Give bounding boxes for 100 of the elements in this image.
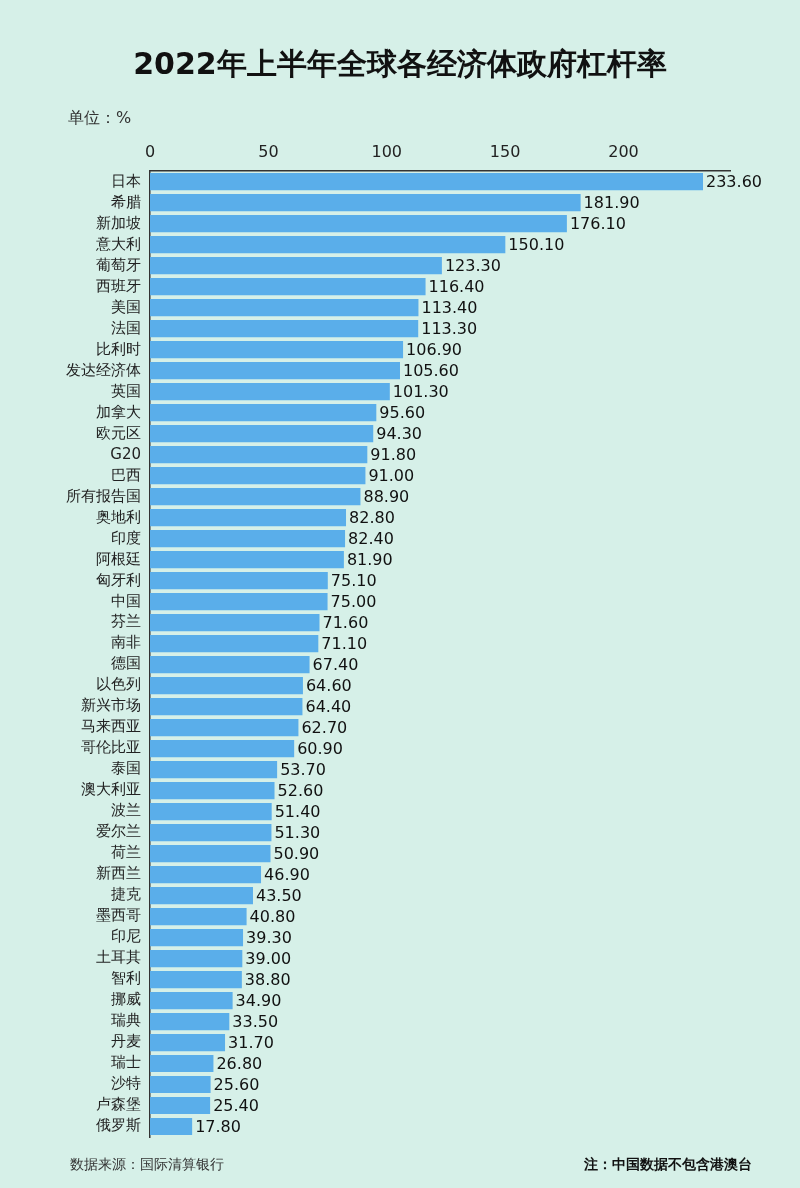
bar	[150, 509, 347, 527]
bar	[150, 655, 310, 674]
bar	[150, 697, 303, 716]
data-label: 113.40	[421, 297, 478, 317]
bar	[150, 760, 278, 779]
y-tick-label: 意大利	[95, 234, 141, 253]
data-label: 105.60	[402, 360, 459, 380]
data-label: 113.30	[421, 318, 478, 338]
y-tick-label: 新西兰	[96, 864, 141, 883]
bar	[150, 404, 377, 422]
data-label: 43.50	[255, 885, 302, 905]
bar	[150, 572, 328, 590]
bar	[150, 823, 272, 842]
data-label: 75.00	[330, 591, 377, 611]
y-tick-label: 挪威	[111, 990, 141, 1009]
x-tick-label: 100	[371, 141, 403, 161]
data-label: 82.80	[349, 507, 395, 527]
y-tick-label: 瑞士	[111, 1053, 141, 1072]
data-label: 26.80	[216, 1053, 263, 1073]
data-label: 40.80	[249, 906, 296, 926]
bar	[150, 1054, 214, 1073]
y-tick-label: 南非	[111, 633, 141, 652]
data-label: 51.30	[274, 822, 321, 842]
data-label: 62.70	[301, 717, 348, 737]
bar	[150, 802, 272, 821]
bar	[150, 341, 404, 359]
y-tick-label: 马来西亚	[81, 717, 141, 736]
y-tick-label: 沙特	[111, 1074, 141, 1093]
y-tick-label: 欧元区	[96, 423, 141, 442]
data-label: 31.70	[228, 1032, 274, 1052]
data-label: 116.40	[428, 276, 485, 296]
y-tick-label: 发达经济体	[66, 360, 141, 379]
chart-title: 2022年上半年全球各经济体政府杠杆率	[132, 45, 668, 83]
bar	[150, 194, 581, 212]
y-tick-label: 波兰	[111, 801, 141, 820]
data-label: 52.60	[277, 780, 324, 800]
bar	[150, 865, 262, 884]
bar	[150, 488, 361, 506]
bar	[150, 718, 299, 737]
y-tick-label: 巴西	[111, 465, 141, 484]
y-tick-label: 新兴市场	[81, 696, 141, 715]
data-label: 39.30	[246, 927, 292, 947]
bar	[150, 467, 366, 485]
y-tick-label: 奥地利	[96, 507, 141, 526]
y-tick-label: 日本	[111, 171, 141, 190]
data-label: 233.60	[706, 171, 762, 191]
bar	[150, 1075, 211, 1094]
bar	[150, 530, 346, 548]
bar	[150, 236, 506, 254]
y-tick-label: 芬兰	[111, 612, 141, 631]
data-label: 38.80	[244, 969, 291, 989]
y-tick-label: 爱尔兰	[96, 822, 141, 841]
y-tick-label: 泰国	[111, 759, 141, 778]
data-label: 51.40	[274, 801, 321, 821]
data-label: 39.00	[245, 948, 292, 968]
bar	[150, 739, 295, 758]
y-tick-label: 中国	[111, 591, 141, 610]
bar	[150, 1033, 226, 1052]
data-label: 123.30	[444, 255, 501, 275]
text: 注：中国数据不包含港澳台	[584, 1156, 752, 1174]
y-tick-label: 匈牙利	[96, 570, 141, 589]
data-label: 75.10	[330, 570, 377, 590]
y-tick-label: 土耳其	[96, 948, 141, 967]
data-label: 71.60	[322, 612, 369, 632]
bar	[150, 551, 344, 569]
bar	[150, 362, 400, 380]
bar	[150, 593, 328, 611]
bar	[150, 886, 253, 905]
data-label: 34.90	[235, 990, 282, 1010]
data-label: 94.30	[376, 423, 423, 443]
y-tick-label: 法国	[111, 318, 141, 337]
x-tick-label: 0	[144, 141, 156, 161]
bar	[150, 1012, 230, 1031]
data-label: 64.60	[305, 675, 352, 695]
y-tick-label: 西班牙	[96, 276, 141, 295]
y-tick-label: 丹麦	[111, 1032, 141, 1051]
y-tick-label: 德国	[111, 654, 141, 673]
y-tick-label: 所有报告国	[66, 486, 141, 505]
bar	[150, 383, 390, 401]
bar	[150, 446, 368, 464]
bar	[150, 781, 275, 800]
bar	[150, 991, 233, 1010]
bar	[150, 844, 271, 863]
bar	[150, 949, 243, 968]
y-tick-label: 美国	[111, 297, 141, 316]
y-tick-label: 墨西哥	[96, 906, 141, 925]
bar	[150, 970, 242, 989]
y-tick-label: 葡萄牙	[96, 255, 141, 274]
y-tick-label: 俄罗斯	[96, 1116, 141, 1135]
y-tick-label: 以色列	[96, 675, 141, 694]
data-label: 176.10	[569, 213, 626, 233]
y-tick-label: 阿根廷	[96, 549, 141, 568]
bar	[150, 320, 419, 338]
y-tick-label: 英国	[111, 381, 141, 400]
bar	[150, 257, 442, 275]
data-label: 106.90	[406, 339, 463, 359]
y-tick-label: 比利时	[96, 339, 141, 358]
bar	[150, 614, 320, 632]
y-tick-label: 希腊	[111, 192, 141, 211]
data-label: 46.90	[264, 864, 310, 884]
